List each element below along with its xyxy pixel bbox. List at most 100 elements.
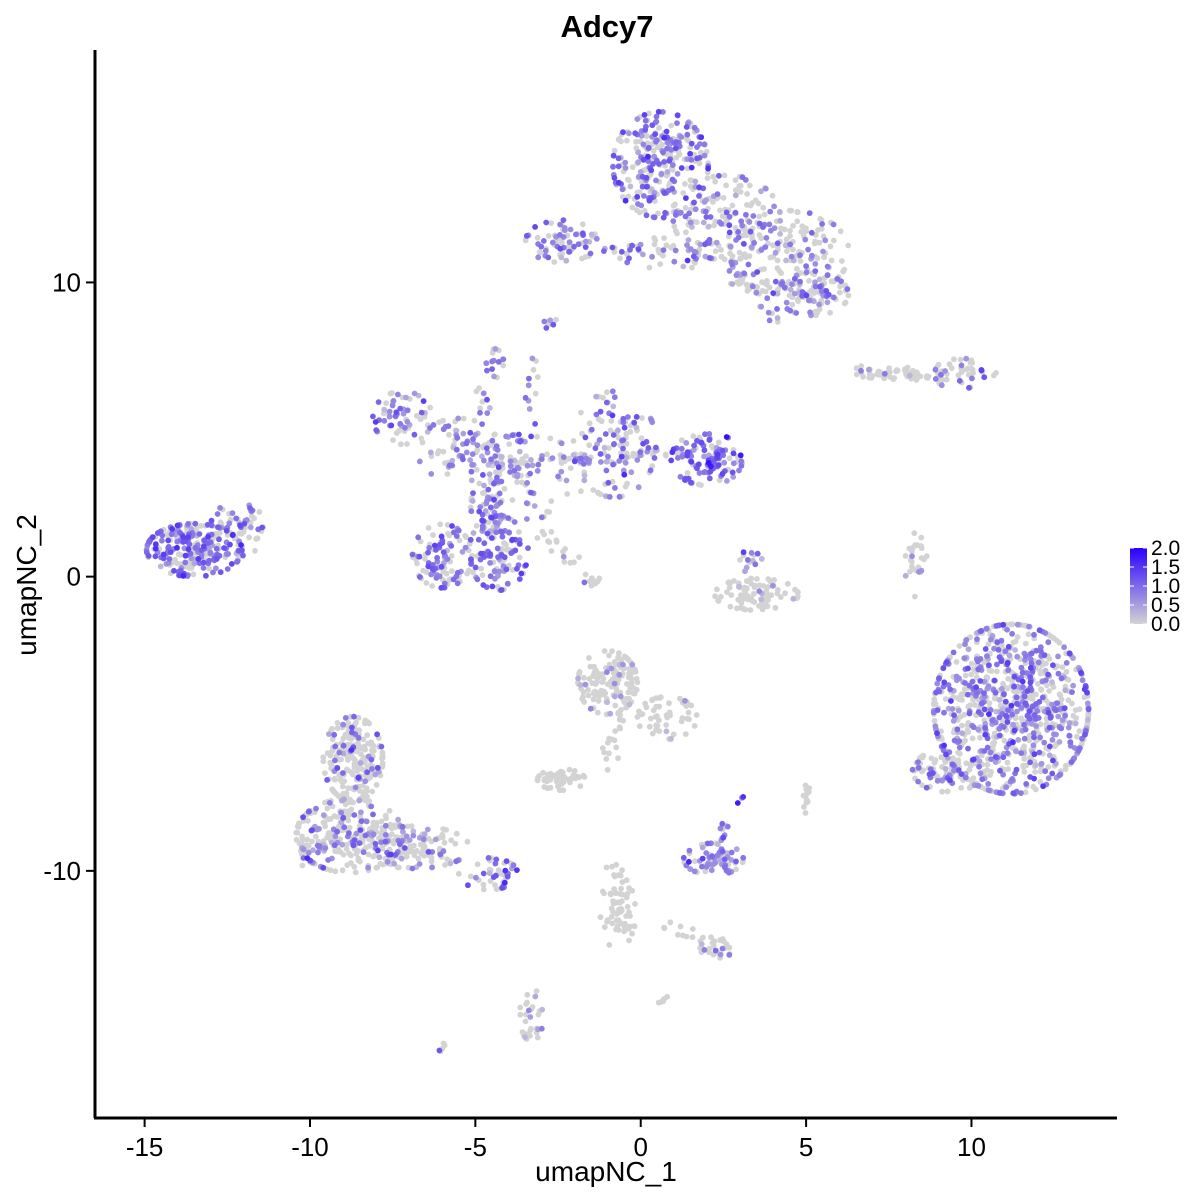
cell-point: [374, 764, 381, 771]
cell-point: [693, 712, 700, 718]
cell-point: [688, 458, 695, 465]
cell-point: [797, 258, 804, 264]
cell-point: [824, 299, 831, 306]
cell-point: [975, 782, 981, 789]
cell-point: [646, 197, 653, 204]
cell-point: [444, 521, 451, 528]
cell-point: [304, 817, 311, 824]
cell-point: [720, 194, 727, 201]
cell-point: [639, 183, 646, 190]
cell-point: [522, 1018, 529, 1025]
cell-point: [356, 727, 362, 734]
cell-point: [563, 257, 570, 264]
cell-point: [448, 837, 455, 844]
cell-point: [642, 117, 649, 124]
cell-point: [493, 529, 500, 536]
cell-point: [460, 430, 467, 437]
cell-point: [213, 565, 219, 572]
cell-point: [736, 467, 742, 474]
cell-point: [495, 464, 502, 471]
cell-point: [365, 864, 371, 871]
cell-point: [1032, 762, 1039, 768]
cell-point: [1032, 786, 1039, 793]
cell-point: [368, 803, 375, 810]
cell-point: [787, 241, 794, 248]
cell-point: [200, 543, 207, 550]
cell-point: [502, 867, 509, 874]
cell-point: [558, 440, 565, 447]
cell-point: [787, 286, 794, 293]
cell-point: [315, 842, 322, 849]
cell-point: [791, 275, 798, 282]
cell-point: [508, 550, 515, 556]
cell-point: [641, 112, 648, 118]
cell-point: [669, 185, 676, 192]
cell-point: [683, 229, 689, 236]
cell-point: [643, 212, 650, 219]
cell-point: [453, 446, 460, 453]
cell-point: [732, 187, 739, 194]
cell-point: [632, 130, 639, 137]
cell-point: [660, 247, 667, 254]
cell-point: [579, 221, 586, 228]
cell-point: [484, 449, 491, 456]
cell-point: [678, 445, 685, 452]
cell-point: [492, 346, 499, 352]
cell-point: [506, 529, 512, 536]
color-legend-bar: [1130, 548, 1147, 624]
cell-point: [672, 145, 679, 152]
cell-point: [753, 289, 760, 296]
cell-point: [455, 415, 462, 422]
cell-point: [375, 847, 381, 854]
cell-point: [758, 188, 764, 195]
cell-point: [610, 403, 617, 410]
cell-point: [746, 182, 753, 189]
cell-point: [440, 549, 447, 555]
cell-point: [1050, 757, 1056, 764]
cell-point: [939, 788, 945, 795]
cell-point: [182, 552, 189, 559]
cell-point: [764, 595, 771, 602]
cell-point: [784, 580, 791, 587]
cell-point: [789, 281, 795, 288]
cell-point: [830, 237, 837, 244]
cell-point: [758, 303, 765, 310]
cell-point: [661, 996, 667, 1002]
cell-point: [159, 537, 165, 544]
cell-point: [433, 575, 440, 581]
cell-point: [620, 467, 627, 474]
cell-point: [492, 453, 499, 459]
cell-point: [408, 823, 415, 830]
cell-point: [671, 258, 678, 265]
cell-point: [652, 237, 659, 244]
cell-point: [705, 460, 712, 466]
cell-point: [717, 825, 724, 832]
cell-point: [814, 255, 821, 262]
cell-point: [684, 257, 691, 264]
cell-point: [633, 675, 640, 682]
cell-point: [413, 412, 420, 419]
cell-point: [154, 530, 161, 536]
cell-point: [336, 749, 343, 756]
cell-point: [1032, 769, 1038, 775]
cell-point: [501, 554, 508, 561]
cell-point: [683, 703, 690, 709]
cell-point: [988, 756, 994, 762]
cell-point: [390, 437, 396, 443]
cell-point: [821, 254, 827, 261]
cell-point: [615, 179, 622, 186]
cell-point: [594, 675, 601, 682]
cell-point: [837, 283, 843, 290]
cell-point: [488, 535, 495, 541]
cell-point: [441, 839, 448, 846]
cell-point: [1055, 653, 1061, 660]
cell-point: [658, 170, 665, 177]
cell-point: [372, 771, 379, 778]
cell-point: [955, 372, 962, 379]
cell-point: [586, 420, 593, 427]
cell-point: [653, 444, 659, 451]
cell-point: [1037, 667, 1043, 674]
cell-point: [674, 170, 681, 177]
cell-point: [349, 771, 356, 778]
cell-point: [473, 466, 480, 473]
